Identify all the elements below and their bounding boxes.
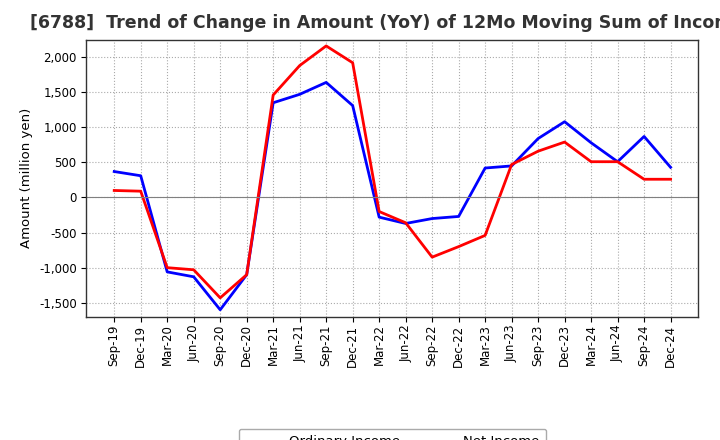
Ordinary Income xyxy=(110,169,119,174)
Ordinary Income xyxy=(243,272,251,277)
Legend: Ordinary Income, Net Income: Ordinary Income, Net Income xyxy=(238,429,546,440)
Y-axis label: Amount (million yen): Amount (million yen) xyxy=(20,108,33,248)
Ordinary Income xyxy=(587,140,595,145)
Ordinary Income xyxy=(189,274,198,279)
Ordinary Income xyxy=(216,307,225,312)
Title: [6788]  Trend of Change in Amount (YoY) of 12Mo Moving Sum of Incomes: [6788] Trend of Change in Amount (YoY) o… xyxy=(30,15,720,33)
Ordinary Income xyxy=(508,163,516,169)
Net Income xyxy=(348,60,357,66)
Ordinary Income xyxy=(666,165,675,170)
Ordinary Income xyxy=(534,136,542,141)
Ordinary Income xyxy=(481,165,490,171)
Net Income xyxy=(428,254,436,260)
Ordinary Income xyxy=(322,80,330,85)
Net Income xyxy=(560,139,569,145)
Net Income xyxy=(401,220,410,225)
Ordinary Income xyxy=(375,215,384,220)
Ordinary Income xyxy=(295,92,304,97)
Ordinary Income xyxy=(269,100,277,106)
Net Income xyxy=(375,209,384,214)
Net Income xyxy=(481,233,490,238)
Ordinary Income xyxy=(401,221,410,226)
Net Income xyxy=(640,176,649,182)
Net Income xyxy=(243,272,251,277)
Net Income xyxy=(613,159,622,165)
Ordinary Income xyxy=(163,269,171,275)
Ordinary Income xyxy=(428,216,436,221)
Line: Net Income: Net Income xyxy=(114,46,670,298)
Ordinary Income xyxy=(640,134,649,139)
Net Income xyxy=(163,265,171,270)
Ordinary Income xyxy=(560,119,569,125)
Ordinary Income xyxy=(136,173,145,178)
Ordinary Income xyxy=(348,103,357,108)
Net Income xyxy=(508,162,516,167)
Ordinary Income xyxy=(454,214,463,219)
Net Income xyxy=(295,63,304,68)
Net Income xyxy=(110,188,119,193)
Net Income xyxy=(269,92,277,98)
Net Income xyxy=(454,244,463,249)
Line: Ordinary Income: Ordinary Income xyxy=(114,82,670,310)
Net Income xyxy=(189,267,198,272)
Ordinary Income xyxy=(613,159,622,165)
Net Income xyxy=(216,295,225,301)
Net Income xyxy=(587,159,595,165)
Net Income xyxy=(666,176,675,182)
Net Income xyxy=(534,149,542,154)
Net Income xyxy=(322,43,330,48)
Net Income xyxy=(136,189,145,194)
